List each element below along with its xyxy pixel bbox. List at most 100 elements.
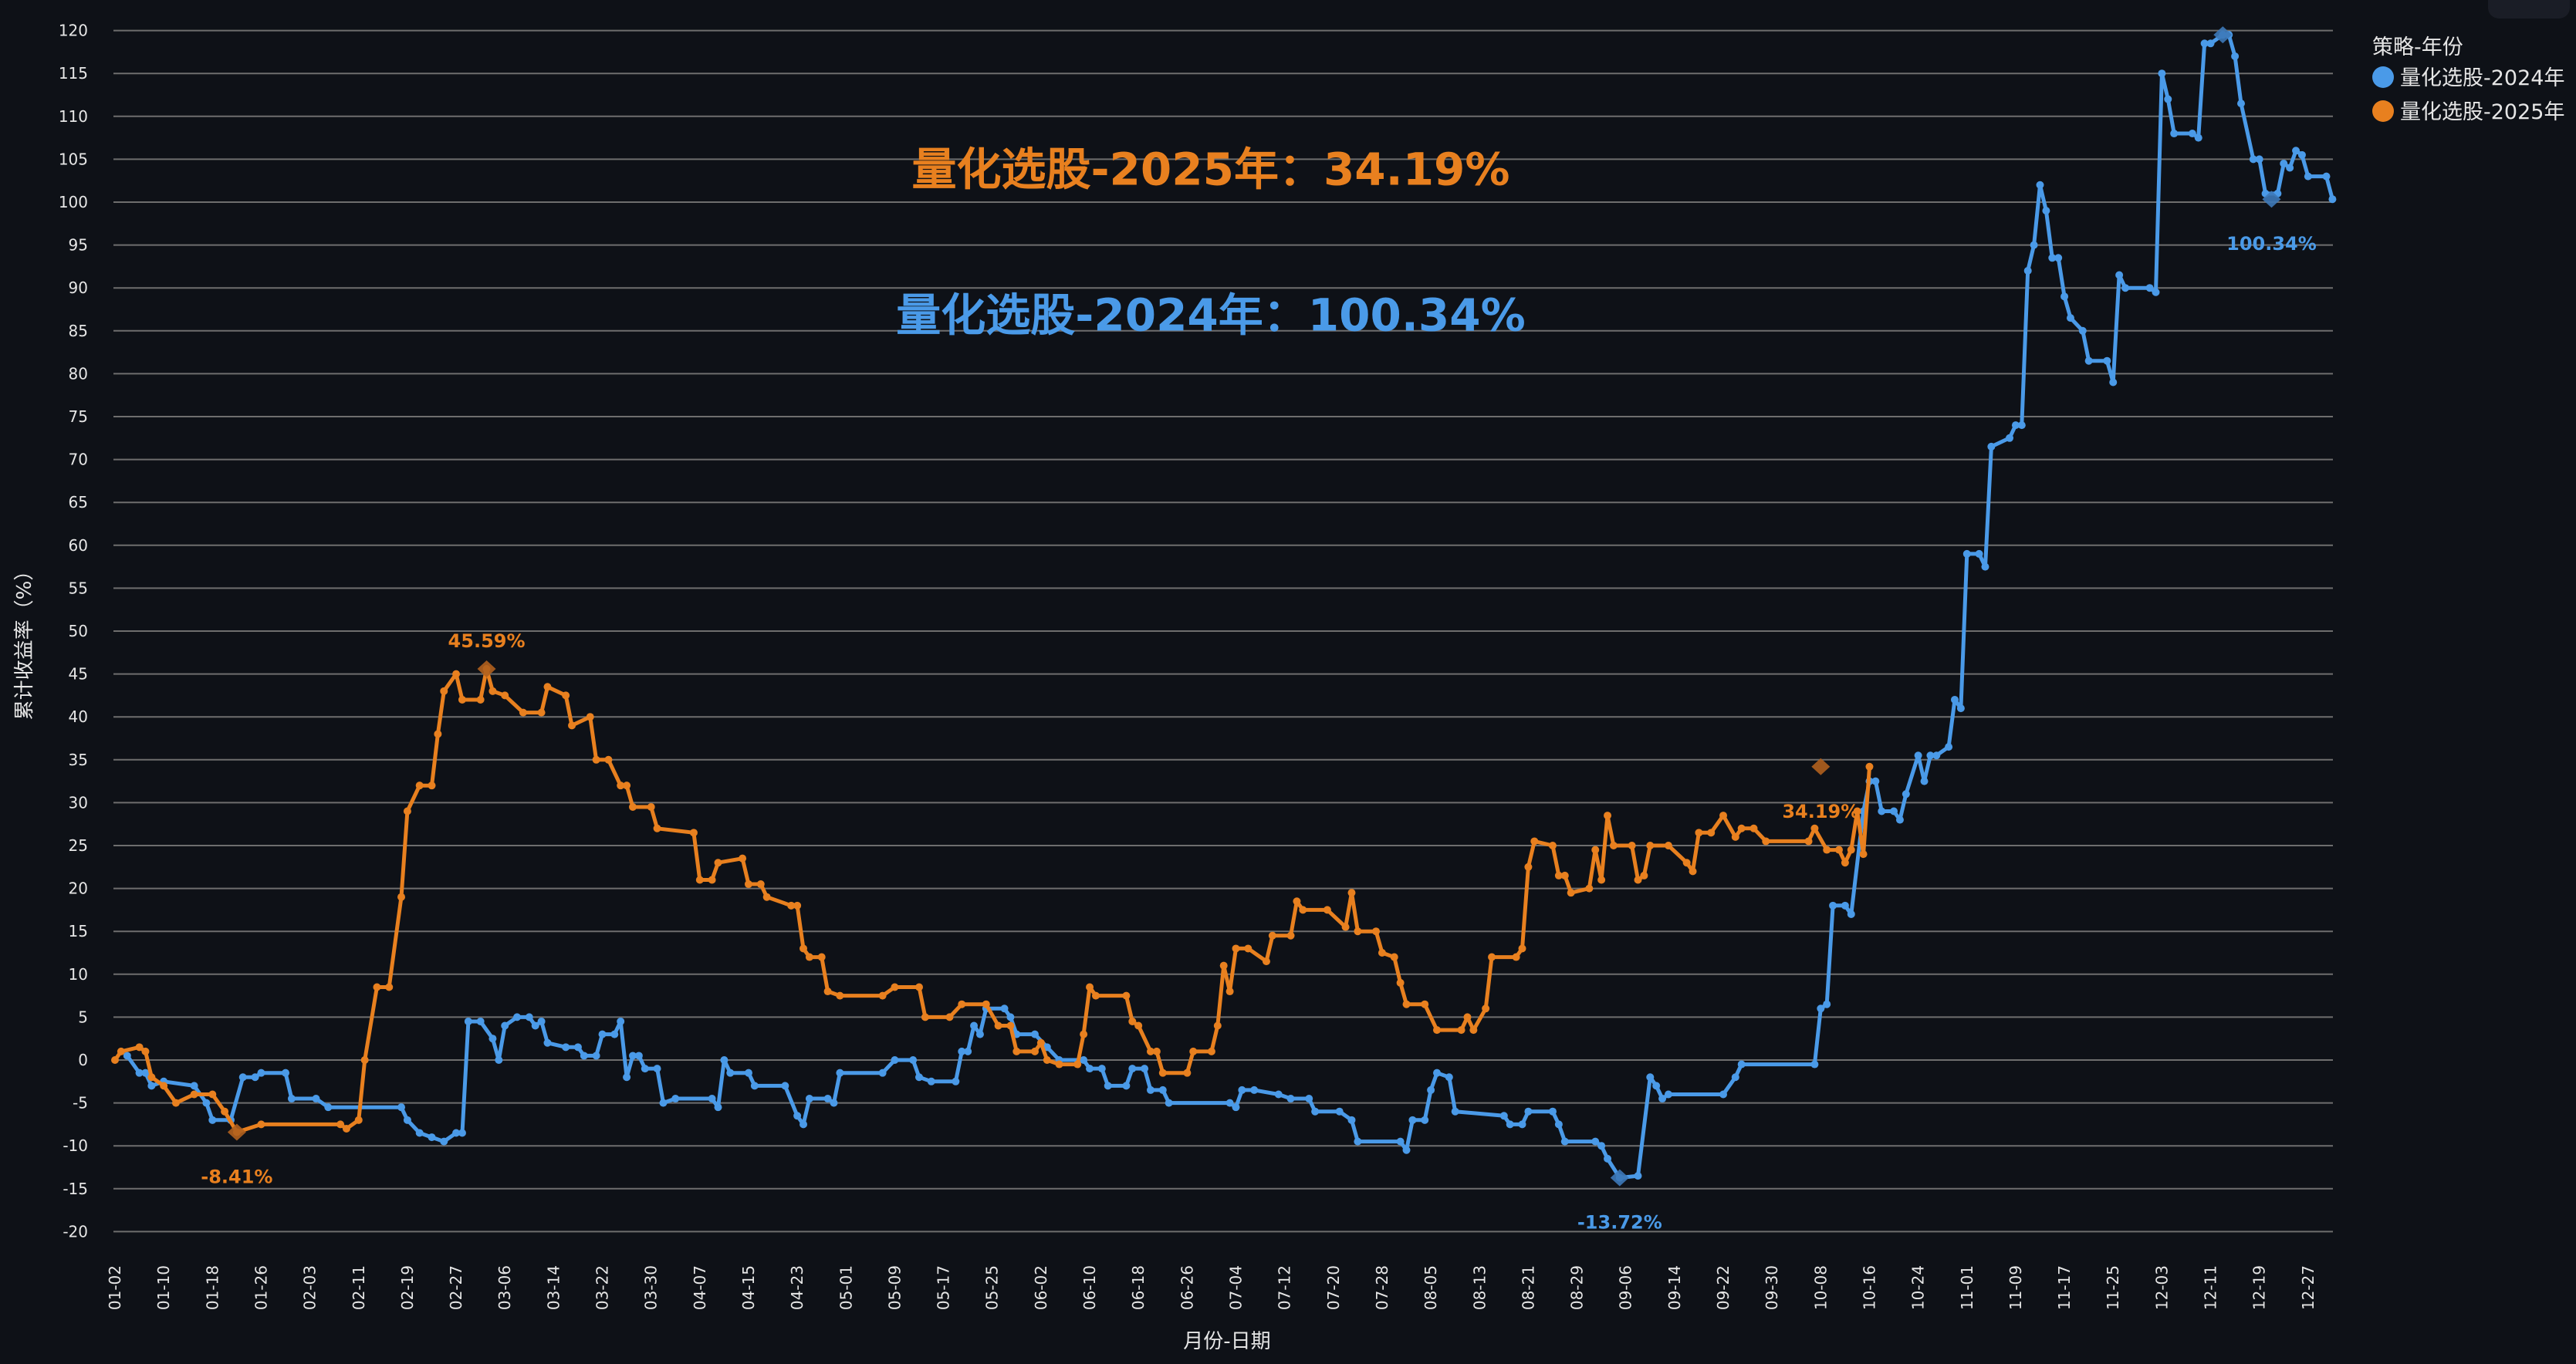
- data-point[interactable]: [1591, 846, 1600, 854]
- data-point[interactable]: [1646, 842, 1655, 849]
- data-point[interactable]: [1207, 1047, 1215, 1055]
- data-point[interactable]: [610, 1030, 619, 1038]
- data-point[interactable]: [617, 782, 625, 790]
- data-point[interactable]: [117, 1047, 125, 1055]
- data-point[interactable]: [1354, 1137, 1362, 1146]
- data-point[interactable]: [1244, 944, 1253, 953]
- legend-item-2025[interactable]: 量化选股-2025年: [2372, 100, 2564, 124]
- data-point[interactable]: [2030, 241, 2038, 249]
- data-point[interactable]: [1719, 1090, 1728, 1099]
- data-point[interactable]: [1902, 790, 1910, 798]
- data-point[interactable]: [440, 687, 448, 695]
- data-point[interactable]: [2066, 314, 2074, 322]
- data-point[interactable]: [501, 1021, 509, 1030]
- data-point[interactable]: [1987, 442, 1996, 451]
- data-point[interactable]: [823, 1095, 832, 1103]
- data-point[interactable]: [1086, 983, 1094, 991]
- data-point[interactable]: [592, 1052, 600, 1060]
- data-point[interactable]: [1585, 884, 1594, 893]
- data-point[interactable]: [452, 670, 461, 678]
- data-point[interactable]: [1841, 859, 1849, 867]
- data-point[interactable]: [1823, 1000, 1831, 1008]
- data-point[interactable]: [287, 1095, 296, 1103]
- data-point[interactable]: [1804, 837, 1813, 846]
- data-point[interactable]: [1981, 562, 1989, 571]
- data-point[interactable]: [1530, 837, 1539, 846]
- data-point[interactable]: [537, 1017, 546, 1025]
- data-point[interactable]: [573, 1043, 582, 1052]
- data-point[interactable]: [800, 1120, 808, 1129]
- data-point[interactable]: [1731, 1073, 1739, 1082]
- data-point[interactable]: [1354, 927, 1362, 936]
- data-point[interactable]: [202, 1099, 211, 1107]
- data-point[interactable]: [1554, 1120, 1563, 1129]
- data-point[interactable]: [1238, 1085, 1246, 1094]
- data-point[interactable]: [1000, 1004, 1009, 1013]
- data-point[interactable]: [1104, 1082, 1112, 1090]
- data-point[interactable]: [1731, 832, 1739, 841]
- data-point[interactable]: [1518, 944, 1526, 953]
- data-point[interactable]: [147, 1082, 156, 1090]
- data-point[interactable]: [1432, 1026, 1441, 1035]
- data-point[interactable]: [415, 1129, 424, 1137]
- data-point[interactable]: [714, 1103, 722, 1112]
- data-point[interactable]: [458, 1129, 466, 1137]
- data-point[interactable]: [1871, 777, 1880, 785]
- data-point[interactable]: [147, 1073, 156, 1082]
- data-point[interactable]: [1847, 910, 1855, 918]
- data-point[interactable]: [2255, 155, 2263, 164]
- data-point[interactable]: [982, 1000, 990, 1008]
- data-point[interactable]: [726, 1069, 735, 1077]
- data-point[interactable]: [1146, 1085, 1154, 1094]
- data-point[interactable]: [878, 1069, 887, 1077]
- data-point[interactable]: [878, 991, 887, 1000]
- data-point[interactable]: [434, 730, 442, 738]
- data-point[interactable]: [1737, 824, 1746, 832]
- data-point[interactable]: [1878, 807, 1886, 815]
- data-point[interactable]: [2060, 292, 2069, 301]
- data-point[interactable]: [440, 1137, 448, 1146]
- data-point[interactable]: [708, 876, 716, 884]
- data-point[interactable]: [1122, 1082, 1131, 1090]
- data-point[interactable]: [994, 1021, 1002, 1030]
- data-point[interactable]: [428, 1133, 436, 1142]
- data-point[interactable]: [817, 953, 826, 961]
- data-point[interactable]: [647, 802, 655, 811]
- data-point[interactable]: [1268, 931, 1276, 940]
- data-point[interactable]: [1810, 824, 1819, 832]
- data-point[interactable]: [750, 1082, 759, 1090]
- data-point[interactable]: [1080, 1056, 1088, 1064]
- data-point[interactable]: [1762, 837, 1770, 846]
- data-point[interactable]: [1402, 1146, 1411, 1154]
- data-point[interactable]: [1634, 1172, 1642, 1180]
- data-point[interactable]: [403, 807, 411, 815]
- data-point[interactable]: [1152, 1047, 1161, 1055]
- data-point[interactable]: [623, 1073, 631, 1082]
- data-point[interactable]: [1524, 1107, 1533, 1116]
- data-point[interactable]: [1506, 1120, 1514, 1129]
- data-point[interactable]: [415, 782, 424, 790]
- data-point[interactable]: [2152, 288, 2160, 296]
- data-point[interactable]: [1628, 842, 1636, 849]
- data-point[interactable]: [2017, 421, 2026, 430]
- data-point[interactable]: [1859, 850, 1868, 859]
- data-point[interactable]: [1914, 751, 1922, 760]
- data-point[interactable]: [1012, 1047, 1021, 1055]
- data-point[interactable]: [2054, 254, 2063, 262]
- data-point[interactable]: [628, 802, 637, 811]
- data-point[interactable]: [1097, 1065, 1106, 1073]
- data-point[interactable]: [1347, 1116, 1356, 1124]
- data-point[interactable]: [1920, 777, 1929, 785]
- data-point[interactable]: [531, 1021, 539, 1030]
- data-point[interactable]: [397, 1103, 406, 1112]
- data-point[interactable]: [1055, 1060, 1063, 1069]
- data-point[interactable]: [1183, 1069, 1192, 1077]
- data-point[interactable]: [2006, 434, 2014, 442]
- data-point[interactable]: [1658, 1095, 1667, 1103]
- data-point[interactable]: [2237, 100, 2246, 108]
- data-point[interactable]: [1030, 1030, 1039, 1038]
- data-point[interactable]: [671, 1095, 680, 1103]
- data-point[interactable]: [1427, 1085, 1435, 1094]
- data-point[interactable]: [744, 880, 752, 889]
- data-point[interactable]: [1975, 549, 1983, 558]
